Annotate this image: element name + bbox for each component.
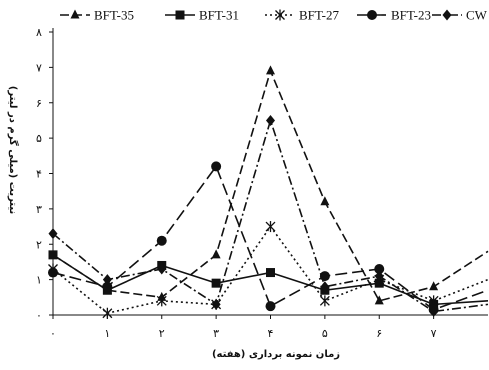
axes: ۰ ۱ ۲ ۳ ۴ ۵ ۶ ۷ ۸ ۰ ۱ ۲ ۳ ۴ ۵ ۶ ۷ (36, 26, 488, 340)
data-point (428, 295, 439, 307)
x-tick-label: ۳ (213, 327, 219, 340)
series-line (52, 165, 489, 311)
chart-legend: BFT-35 BFT-31 BFT-27 BFT-23 CW (60, 8, 488, 23)
legend-marker (275, 9, 285, 21)
legend-label: BFT-23 (391, 8, 431, 23)
legend-marker (367, 10, 377, 20)
data-point (374, 295, 384, 305)
data-point (374, 270, 384, 282)
data-point (156, 235, 167, 246)
series-line (52, 70, 489, 302)
y-tick-label: ۳ (36, 203, 42, 216)
y-tick-label: ۲ (36, 238, 42, 251)
data-point (266, 65, 275, 75)
series-line (52, 119, 489, 313)
legend-marker (442, 9, 452, 21)
data-point (266, 114, 275, 126)
data-point (211, 278, 221, 288)
data-point (266, 268, 275, 278)
data-point (211, 298, 221, 310)
data-point (320, 196, 330, 206)
legend-marker (175, 10, 185, 20)
y-axis-title: نیتریت (میلی گرم در لیتر) (7, 86, 20, 214)
data-point (429, 305, 439, 317)
legend-item-bft-31: BFT-31 (165, 8, 239, 23)
data-point (374, 264, 385, 275)
y-tick-label: ۶ (36, 97, 42, 110)
data-point (211, 161, 222, 172)
y-tick-label: ۷ (36, 61, 42, 74)
plot-area (48, 65, 489, 319)
series-line (52, 254, 489, 306)
x-tick-label: ۴ (268, 327, 274, 340)
y-tick-label: ۰ (36, 309, 42, 322)
x-tick-label: ۵ (322, 327, 328, 340)
data-point (320, 281, 330, 293)
data-point (319, 295, 330, 307)
legend-item-bft-27: BFT-27 (265, 8, 339, 23)
y-tick-label: ۵ (36, 132, 42, 145)
x-tick-label: ۲ (159, 327, 165, 340)
data-point (265, 301, 276, 312)
x-tick-label: ۷ (431, 327, 437, 340)
x-axis-title: زمان نمونه برداری (هفته) (212, 349, 340, 360)
x-tick-label: ۰ (50, 327, 56, 340)
data-point (156, 295, 167, 307)
y-tick-label: ۴ (36, 168, 42, 181)
data-point (102, 281, 113, 292)
legend-item-bft-23: BFT-23 (357, 8, 431, 23)
legend-label: BFT-35 (94, 8, 134, 23)
legend-label: BFT-31 (199, 8, 239, 23)
x-tick-label: ۱ (104, 327, 110, 340)
x-tick-label: ۶ (376, 327, 382, 340)
data-point (102, 274, 112, 286)
legend-label: BFT-27 (299, 8, 339, 23)
data-point (429, 281, 439, 291)
legend-item-cw: CW (432, 8, 488, 23)
y-tick-label: ۸ (36, 26, 42, 39)
data-point (157, 263, 167, 275)
series-cw (48, 114, 489, 317)
y-tick-label: ۱ (36, 274, 42, 287)
data-point (211, 249, 221, 259)
legend-marker (70, 9, 80, 19)
legend-item-bft-35: BFT-35 (60, 8, 134, 23)
data-point (265, 221, 276, 233)
legend-label: CW (466, 8, 488, 23)
